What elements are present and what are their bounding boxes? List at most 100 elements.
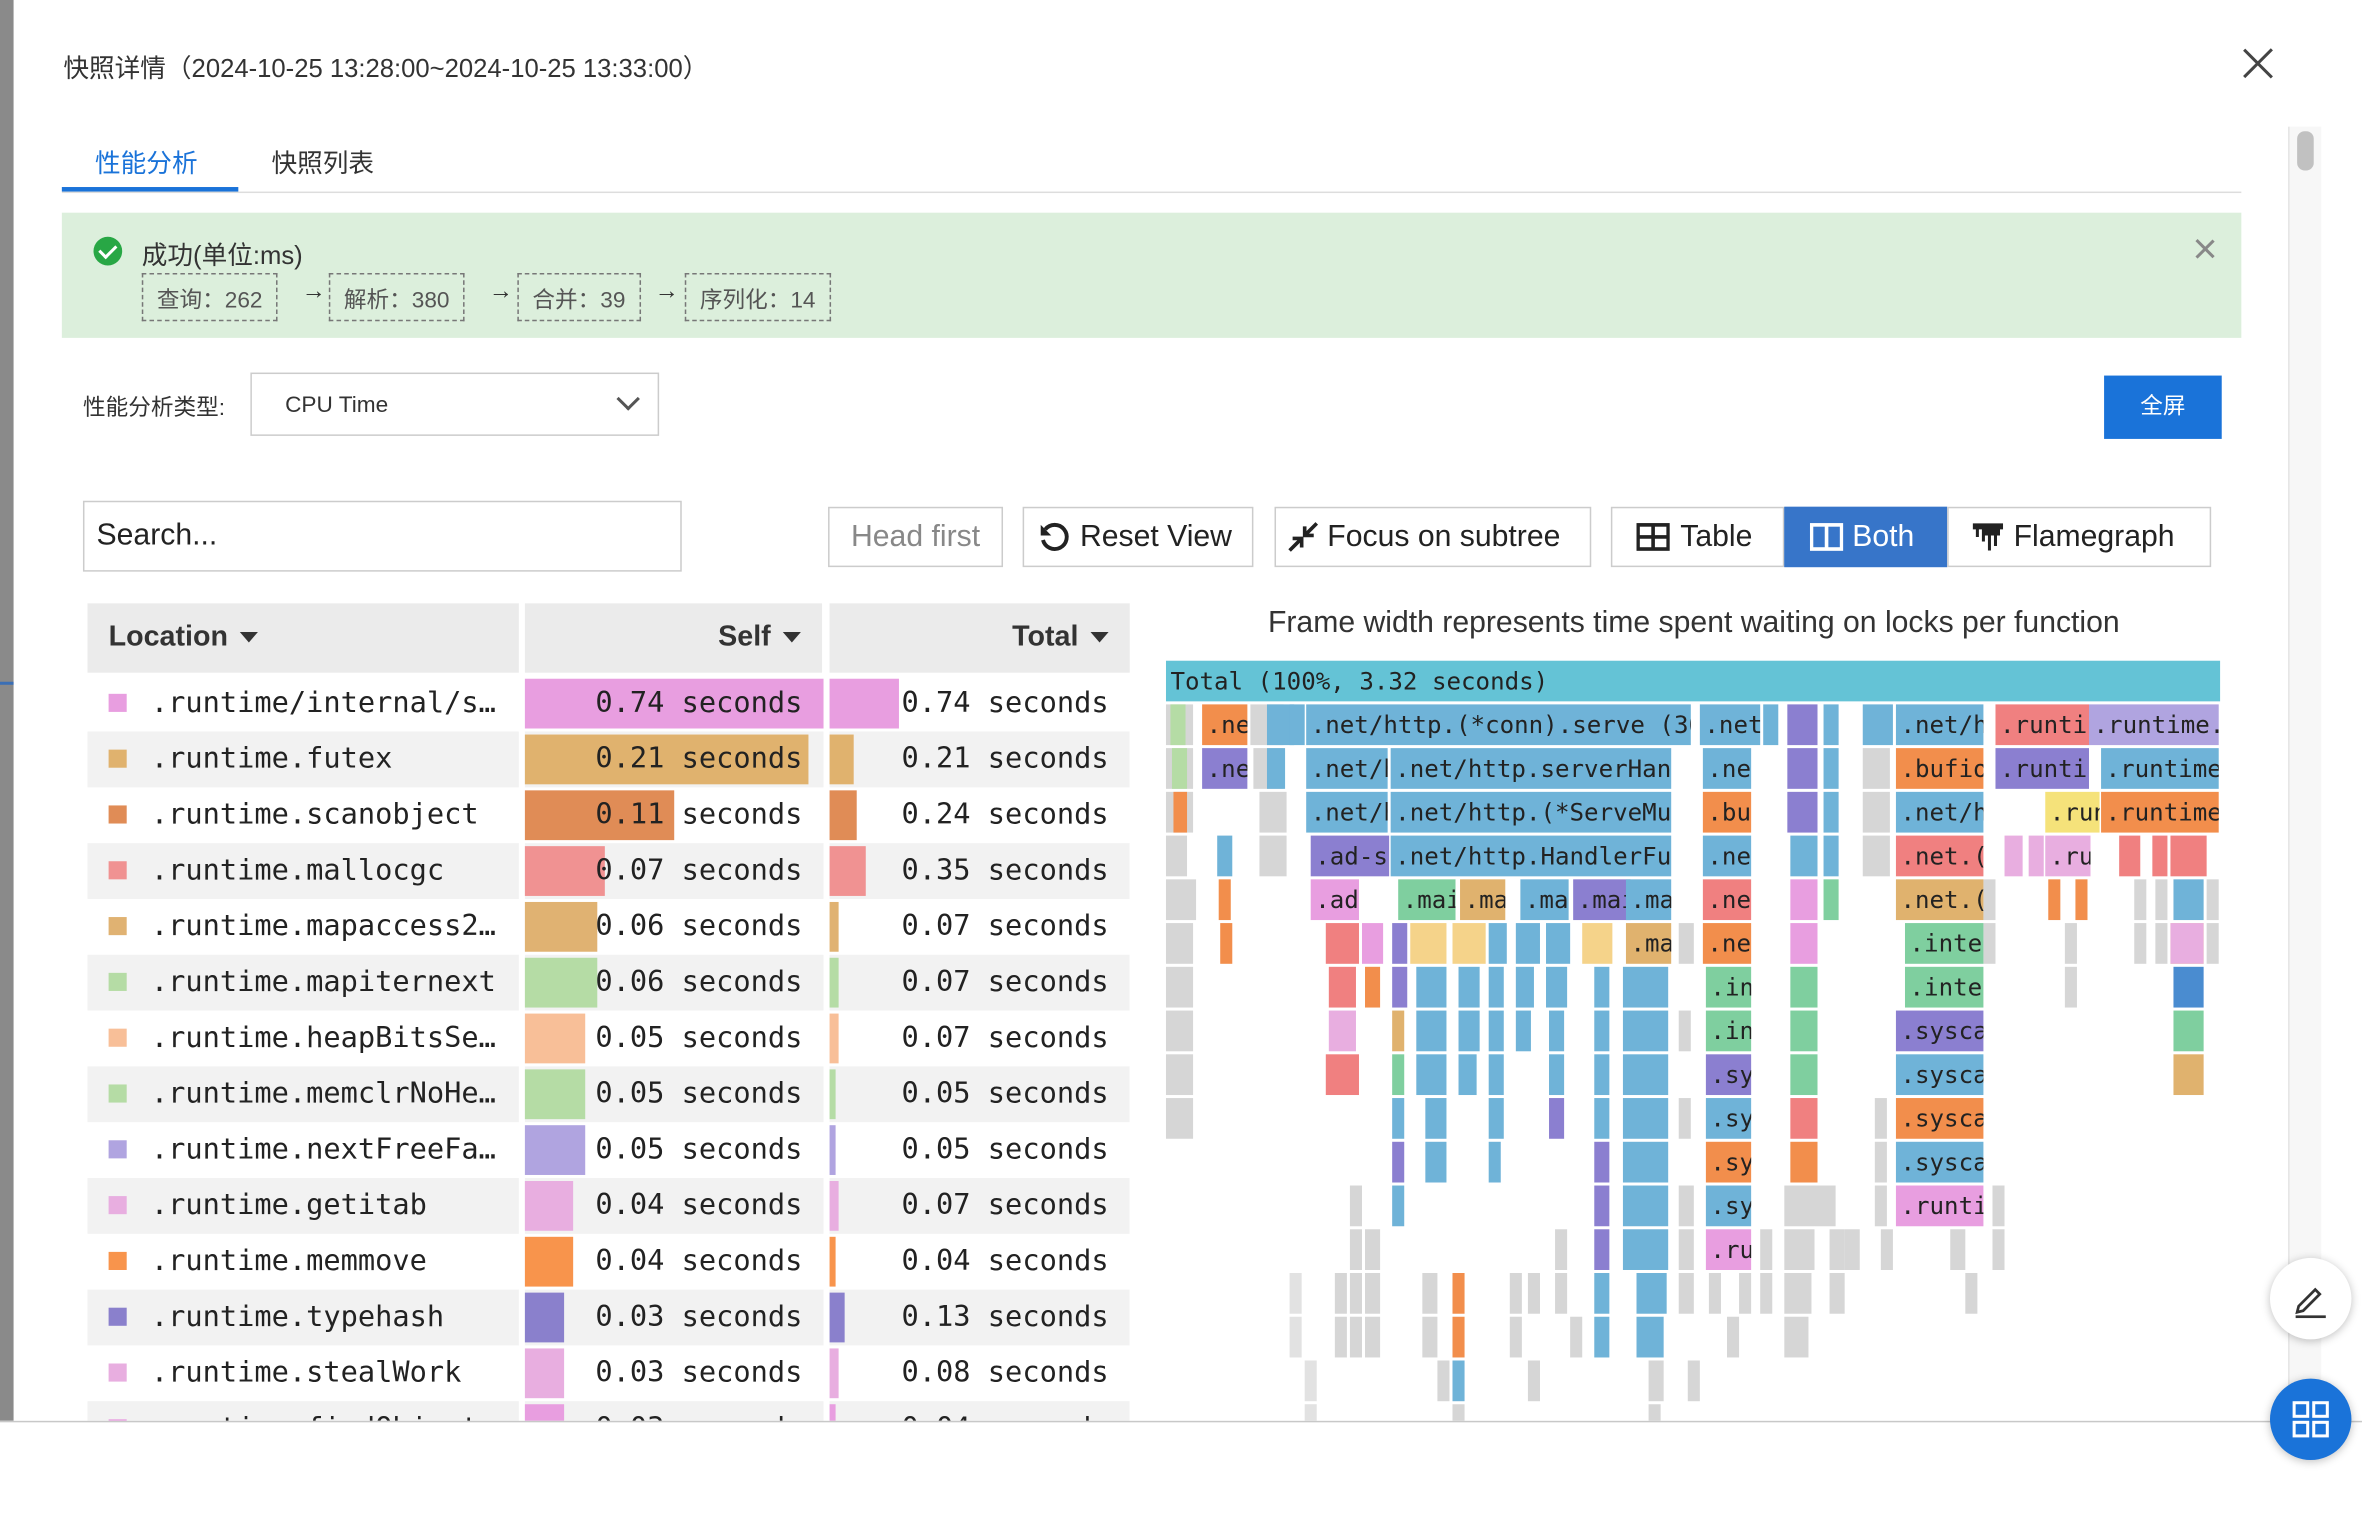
flame-frame[interactable] (1392, 1054, 1405, 1096)
flamegraph[interactable]: Total (100%, 3.32 seconds) .ne .ne .net/htt… (1165, 660, 2221, 1421)
flame-frame[interactable]: .runti (1995, 748, 2089, 789)
flame-frame[interactable] (1965, 1273, 1978, 1314)
flame-frame[interactable] (1365, 966, 1381, 1008)
flame-frame[interactable] (1790, 966, 1818, 1008)
flame-frame[interactable] (1784, 1185, 1815, 1227)
column-header-self[interactable]: Self (524, 603, 823, 673)
table-row[interactable]: .runtime.stealWork 0.03 seconds 0.08 secon… (87, 1345, 1129, 1401)
flame-frame[interactable] (2173, 1054, 2204, 1096)
flame-frame[interactable] (2173, 1010, 2204, 1052)
flame-frame[interactable] (1992, 1229, 2005, 1270)
table-row[interactable]: .runtime.mapaccess2… 0.06 seconds 0.07 sec… (87, 899, 1129, 955)
flame-frame[interactable]: .mai (1573, 879, 1631, 921)
flame-frame[interactable] (1509, 1273, 1522, 1314)
flame-frame[interactable] (1622, 1229, 1669, 1270)
flame-frame[interactable] (1173, 791, 1188, 833)
flame-frame[interactable] (1739, 1273, 1752, 1314)
flame-frame[interactable] (1266, 748, 1286, 789)
head-first-button[interactable]: Head first (828, 506, 1004, 568)
flame-frame[interactable] (1784, 1229, 1815, 1270)
flame-frame[interactable] (1862, 835, 1890, 877)
flame-frame[interactable]: .ma (1520, 879, 1569, 921)
flame-frame[interactable]: .inter (1904, 966, 1984, 1008)
flame-frame[interactable]: .bu (1702, 791, 1752, 833)
table-row[interactable]: .runtime.mapiternext 0.06 seconds 0.07 sec… (87, 954, 1130, 1011)
flame-frame[interactable] (1392, 1010, 1405, 1052)
flame-frame[interactable] (1787, 704, 1818, 746)
fullscreen-button[interactable]: 全屏 (2104, 375, 2222, 439)
flame-frame[interactable] (1862, 791, 1890, 833)
flame-frame[interactable] (1325, 1054, 1359, 1096)
table-row[interactable]: .runtime.mallocgc 0.07 seconds 0.35 second… (87, 843, 1130, 899)
flame-frame[interactable]: .ad-s (1310, 835, 1390, 877)
flame-frame[interactable] (1437, 1360, 1450, 1402)
flame-frame[interactable] (2004, 835, 2023, 877)
flame-frame[interactable] (1622, 1141, 1669, 1183)
flame-frame[interactable] (1349, 1185, 1362, 1227)
flame-frame[interactable]: .net/http.(*conn).serve (36. (1306, 704, 1691, 746)
banner-close-icon[interactable] (2193, 237, 2217, 261)
flame-frame[interactable] (1823, 748, 1839, 789)
flame-frame[interactable] (1760, 1229, 1773, 1270)
flame-frame[interactable] (1452, 923, 1486, 964)
flame-frame[interactable] (1784, 1273, 1812, 1314)
flame-frame[interactable]: .net/h (1306, 791, 1388, 833)
flame-frame[interactable] (1452, 1273, 1465, 1314)
flame-frame[interactable] (1636, 1316, 1664, 1358)
flame-frame[interactable]: .ru (2045, 835, 2091, 877)
flame-frame[interactable] (1594, 1054, 1610, 1096)
flame-frame[interactable] (1452, 1404, 1465, 1421)
flame-frame[interactable] (1787, 748, 1818, 789)
flame-frame[interactable] (1594, 1010, 1610, 1052)
apps-button[interactable] (2269, 1378, 2352, 1461)
flame-frame[interactable]: .in (1705, 1010, 1752, 1052)
flame-frame[interactable] (1515, 1010, 1531, 1052)
tab-snapshot-list[interactable]: 快照列表 (271, 149, 375, 178)
flame-frame[interactable] (1790, 1098, 1818, 1139)
flame-frame[interactable] (1760, 1273, 1773, 1314)
profile-type-select[interactable]: CPU Time (250, 372, 660, 436)
close-icon[interactable] (2238, 44, 2277, 83)
flame-frame[interactable]: .mai (1398, 879, 1456, 921)
flame-frame[interactable] (1594, 1316, 1610, 1358)
flame-frame[interactable] (1678, 923, 1694, 964)
flame-frame[interactable] (1328, 1010, 1356, 1052)
flame-frame[interactable] (1763, 704, 1779, 746)
flame-frame[interactable]: .in (1705, 966, 1752, 1008)
flame-frame[interactable] (1862, 748, 1890, 789)
flame-frame[interactable] (1823, 791, 1839, 833)
search-input[interactable] (82, 500, 682, 572)
flame-frame[interactable] (1458, 1054, 1477, 1096)
table-row[interactable]: .runtime.scanobject 0.11 seconds 0.24 seco… (87, 787, 1129, 843)
flame-frame[interactable] (1289, 704, 1305, 746)
flame-frame[interactable]: .net/h (1895, 704, 1984, 746)
flame-frame[interactable] (1365, 1229, 1381, 1270)
flame-frame[interactable] (1165, 879, 1197, 921)
flame-frame[interactable] (1790, 1010, 1818, 1052)
flame-frame[interactable] (1259, 835, 1287, 877)
reset-view-button[interactable]: Reset View (1022, 506, 1254, 568)
flame-frame[interactable] (2173, 879, 2204, 921)
flame-frame[interactable] (1594, 1141, 1610, 1183)
vertical-scrollbar[interactable] (2288, 126, 2322, 1421)
flame-frame[interactable] (1678, 1273, 1694, 1314)
flame-frame[interactable] (1727, 1316, 1740, 1358)
flame-frame[interactable] (1488, 1141, 1501, 1183)
flame-frame[interactable] (1349, 1273, 1362, 1314)
flame-frame[interactable]: .inter (1904, 923, 1984, 964)
flame-frame[interactable] (1992, 1185, 2005, 1227)
flame-frame[interactable] (1515, 966, 1534, 1008)
both-view-button[interactable]: Both (1784, 506, 1948, 568)
flame-frame[interactable]: .sysca (1895, 1141, 1984, 1183)
column-header-location[interactable]: Location (87, 603, 519, 673)
flame-frame[interactable]: .sy (1705, 1185, 1752, 1227)
flame-frame[interactable]: .ma (1460, 879, 1506, 921)
flame-frame[interactable] (1218, 879, 1231, 921)
flame-frame[interactable]: .ma (1625, 923, 1672, 964)
flame-frame[interactable] (2155, 923, 2168, 964)
flame-frame[interactable] (1325, 923, 1359, 964)
flame-frame[interactable]: .net.( (1895, 879, 1984, 921)
flame-frame[interactable] (1829, 1229, 1845, 1270)
flame-frame[interactable]: .net/http.HandlerFun (1390, 835, 1672, 877)
flame-frame[interactable] (1784, 1316, 1809, 1358)
